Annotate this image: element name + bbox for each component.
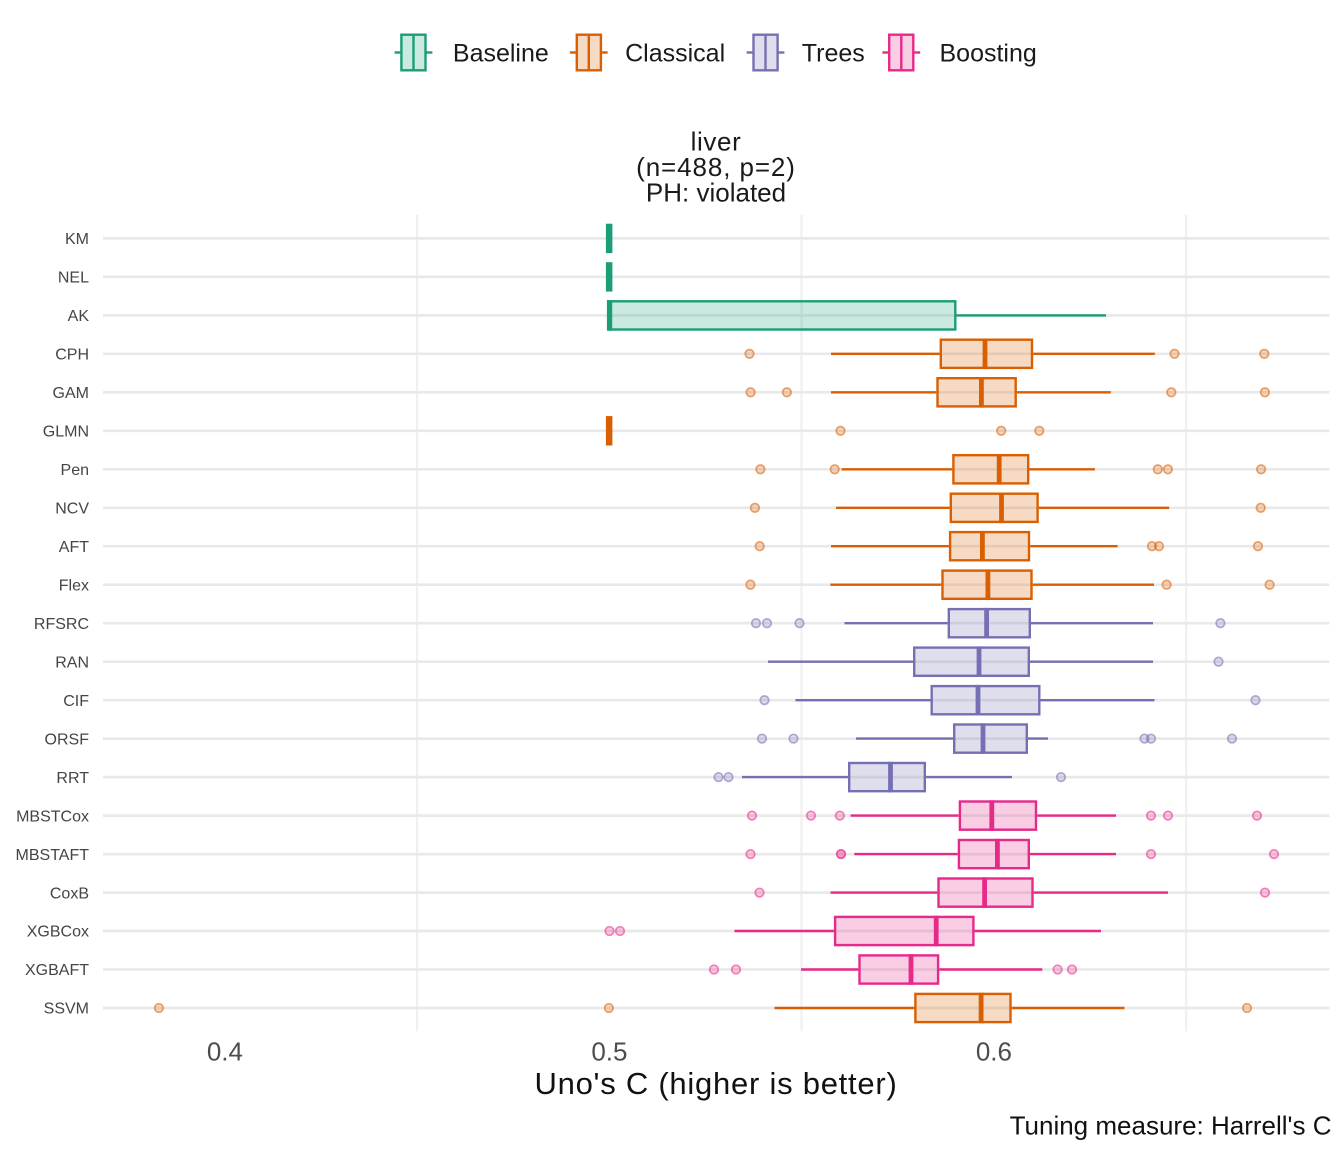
svg-text:0.6: 0.6 bbox=[976, 1037, 1012, 1067]
svg-text:CIF: CIF bbox=[63, 693, 89, 710]
svg-text:CoxB: CoxB bbox=[50, 885, 89, 902]
svg-text:SSVM: SSVM bbox=[44, 1001, 89, 1018]
svg-text:0.5: 0.5 bbox=[591, 1037, 627, 1067]
svg-text:Boosting: Boosting bbox=[940, 39, 1037, 67]
svg-text:0.4: 0.4 bbox=[207, 1037, 243, 1067]
svg-text:AFT: AFT bbox=[59, 539, 89, 556]
svg-text:RAN: RAN bbox=[55, 654, 89, 671]
svg-text:liver: liver bbox=[691, 127, 742, 157]
svg-text:Flex: Flex bbox=[59, 577, 89, 594]
svg-text:Trees: Trees bbox=[802, 39, 865, 67]
svg-text:AK: AK bbox=[68, 308, 90, 325]
svg-text:XGBCox: XGBCox bbox=[27, 924, 89, 941]
svg-text:Tuning measure: Harrell's C: Tuning measure: Harrell's C bbox=[1010, 1111, 1332, 1141]
svg-text:NCV: NCV bbox=[55, 501, 89, 518]
svg-text:MBSTAFT: MBSTAFT bbox=[16, 847, 90, 864]
svg-text:Classical: Classical bbox=[625, 39, 725, 67]
svg-text:CPH: CPH bbox=[55, 347, 89, 364]
svg-text:RFSRC: RFSRC bbox=[34, 616, 89, 633]
svg-text:Uno's C (higher is better): Uno's C (higher is better) bbox=[534, 1066, 897, 1101]
svg-text:Baseline: Baseline bbox=[453, 39, 549, 67]
svg-text:GLMN: GLMN bbox=[43, 424, 89, 441]
svg-text:NEL: NEL bbox=[58, 270, 89, 287]
svg-text:ORSF: ORSF bbox=[45, 731, 90, 748]
svg-text:MBSTCox: MBSTCox bbox=[16, 808, 89, 825]
svg-text:GAM: GAM bbox=[53, 385, 89, 402]
svg-text:RRT: RRT bbox=[56, 770, 89, 787]
svg-text:PH: violated: PH: violated bbox=[646, 178, 786, 208]
svg-text:(n=488, p=2): (n=488, p=2) bbox=[636, 152, 796, 182]
svg-text:Pen: Pen bbox=[61, 462, 89, 479]
svg-text:KM: KM bbox=[65, 231, 89, 248]
svg-text:XGBAFT: XGBAFT bbox=[25, 962, 89, 979]
